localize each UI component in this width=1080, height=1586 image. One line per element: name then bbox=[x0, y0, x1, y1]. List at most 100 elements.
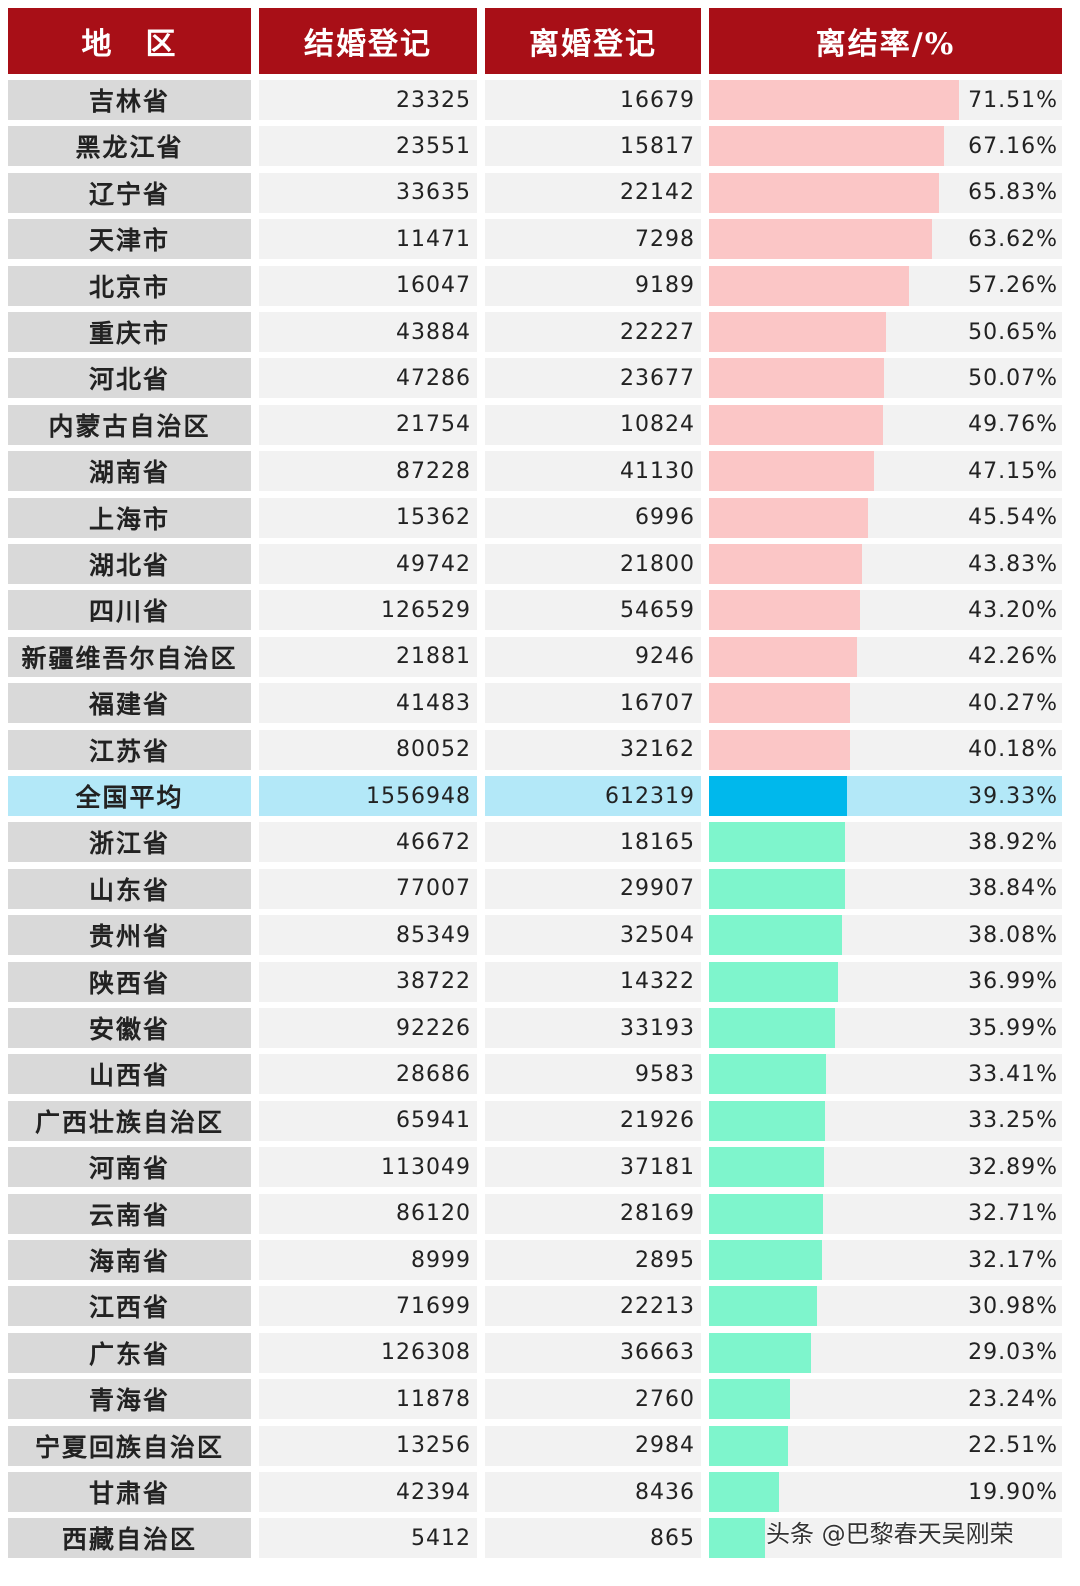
rate-cell: 32.71% bbox=[709, 1193, 1062, 1234]
rate-bar bbox=[709, 868, 845, 909]
region-cell: 吉林省 bbox=[8, 80, 251, 120]
region-cell: 江苏省 bbox=[8, 729, 251, 770]
region-cell: 山西省 bbox=[8, 1054, 251, 1095]
rate-cell: 33.41% bbox=[709, 1054, 1062, 1095]
rate-bar bbox=[709, 1286, 817, 1327]
divorce-cell: 612319 bbox=[485, 776, 701, 816]
marriage-cell: 46672 bbox=[259, 822, 477, 863]
divorce-cell: 41130 bbox=[485, 451, 701, 492]
rate-label: 50.07% bbox=[968, 365, 1058, 391]
marriage-cell: 86120 bbox=[259, 1193, 477, 1234]
divorce-cell: 36663 bbox=[485, 1332, 701, 1373]
rate-label: 19.90% bbox=[968, 1479, 1058, 1505]
region-cell: 黑龙江省 bbox=[8, 126, 251, 167]
rate-label: 38.84% bbox=[968, 876, 1058, 902]
region-cell: 海南省 bbox=[8, 1240, 251, 1280]
region-cell: 安徽省 bbox=[8, 1008, 251, 1048]
rate-bar bbox=[709, 1100, 825, 1141]
rate-label: 65.83% bbox=[968, 180, 1058, 206]
rate-bar bbox=[709, 404, 883, 445]
marriage-cell: 71699 bbox=[259, 1286, 477, 1327]
divorce-cell: 8436 bbox=[485, 1472, 701, 1512]
rate-bar bbox=[709, 822, 845, 863]
rate-label: 36.99% bbox=[968, 969, 1058, 995]
marriage-cell: 5412 bbox=[259, 1518, 477, 1559]
rate-cell: 63.62% bbox=[709, 219, 1062, 260]
region-cell: 浙江省 bbox=[8, 822, 251, 863]
header-region: 地 区 bbox=[8, 8, 251, 74]
marriage-cell: 28686 bbox=[259, 1054, 477, 1095]
region-cell: 新疆维吾尔自治区 bbox=[8, 636, 251, 677]
divorce-cell: 22227 bbox=[485, 312, 701, 352]
rate-bar bbox=[709, 961, 838, 1002]
divorce-cell: 32504 bbox=[485, 915, 701, 956]
rate-label: 43.20% bbox=[968, 597, 1058, 623]
rate-label: 33.41% bbox=[968, 1061, 1058, 1087]
rate-label: 67.16% bbox=[968, 133, 1058, 159]
rate-bar bbox=[709, 358, 884, 399]
rate-bar bbox=[709, 776, 847, 816]
marriage-cell: 42394 bbox=[259, 1472, 477, 1512]
divorce-cell: 2760 bbox=[485, 1379, 701, 1420]
rate-cell: 67.16% bbox=[709, 126, 1062, 167]
rate-bar bbox=[709, 451, 874, 492]
rate-label: 39.33% bbox=[968, 783, 1058, 809]
marriage-cell: 87228 bbox=[259, 451, 477, 492]
divorce-cell: 37181 bbox=[485, 1147, 701, 1188]
rate-bar bbox=[709, 1472, 779, 1512]
rate-bar bbox=[709, 1425, 788, 1466]
rate-label: 49.76% bbox=[968, 412, 1058, 438]
divorce-cell: 16707 bbox=[485, 683, 701, 724]
divorce-cell: 7298 bbox=[485, 219, 701, 260]
region-cell: 上海市 bbox=[8, 497, 251, 538]
rate-bar bbox=[709, 915, 842, 956]
divorce-cell: 9583 bbox=[485, 1054, 701, 1095]
region-cell: 福建省 bbox=[8, 683, 251, 724]
rate-cell: 38.08% bbox=[709, 915, 1062, 956]
marriage-cell: 47286 bbox=[259, 358, 477, 399]
rate-cell: 38.84% bbox=[709, 868, 1062, 909]
rate-cell: 32.89% bbox=[709, 1147, 1062, 1188]
region-cell: 江西省 bbox=[8, 1286, 251, 1327]
rate-cell: 50.65% bbox=[709, 312, 1062, 352]
rate-label: 63.62% bbox=[968, 226, 1058, 252]
region-cell: 辽宁省 bbox=[8, 172, 251, 213]
rate-label: 22.51% bbox=[968, 1433, 1058, 1459]
marriage-cell: 92226 bbox=[259, 1008, 477, 1048]
divorce-cell: 18165 bbox=[485, 822, 701, 863]
rate-cell: 57.26% bbox=[709, 265, 1062, 306]
marriage-cell: 126529 bbox=[259, 590, 477, 631]
rate-cell: 29.03% bbox=[709, 1332, 1062, 1373]
rate-label: 29.03% bbox=[968, 1340, 1058, 1366]
region-cell: 陕西省 bbox=[8, 961, 251, 1002]
rate-cell: 42.26% bbox=[709, 636, 1062, 677]
marriage-cell: 80052 bbox=[259, 729, 477, 770]
rate-cell bbox=[709, 1518, 1062, 1559]
rate-label: 32.89% bbox=[968, 1154, 1058, 1180]
rate-bar bbox=[709, 683, 850, 724]
region-cell: 山东省 bbox=[8, 868, 251, 909]
region-cell: 云南省 bbox=[8, 1193, 251, 1234]
region-cell: 西藏自治区 bbox=[8, 1518, 251, 1559]
marriage-cell: 33635 bbox=[259, 172, 477, 213]
rate-label: 30.98% bbox=[968, 1293, 1058, 1319]
rate-bar bbox=[709, 126, 944, 167]
region-cell: 全国平均 bbox=[8, 776, 251, 816]
rate-label: 42.26% bbox=[968, 644, 1058, 670]
rate-label: 43.83% bbox=[968, 551, 1058, 577]
marriage-cell: 21881 bbox=[259, 636, 477, 677]
rate-cell: 23.24% bbox=[709, 1379, 1062, 1420]
region-cell: 甘肃省 bbox=[8, 1472, 251, 1512]
divorce-cell: 32162 bbox=[485, 729, 701, 770]
rate-cell: 39.33% bbox=[709, 776, 1062, 816]
rate-cell: 45.54% bbox=[709, 497, 1062, 538]
rate-bar bbox=[709, 1379, 790, 1420]
rate-bar bbox=[709, 636, 857, 677]
rate-cell: 43.20% bbox=[709, 590, 1062, 631]
rate-label: 40.18% bbox=[968, 737, 1058, 763]
divorce-cell: 29907 bbox=[485, 868, 701, 909]
rate-cell: 38.92% bbox=[709, 822, 1062, 863]
marriage-cell: 41483 bbox=[259, 683, 477, 724]
region-cell: 青海省 bbox=[8, 1379, 251, 1420]
